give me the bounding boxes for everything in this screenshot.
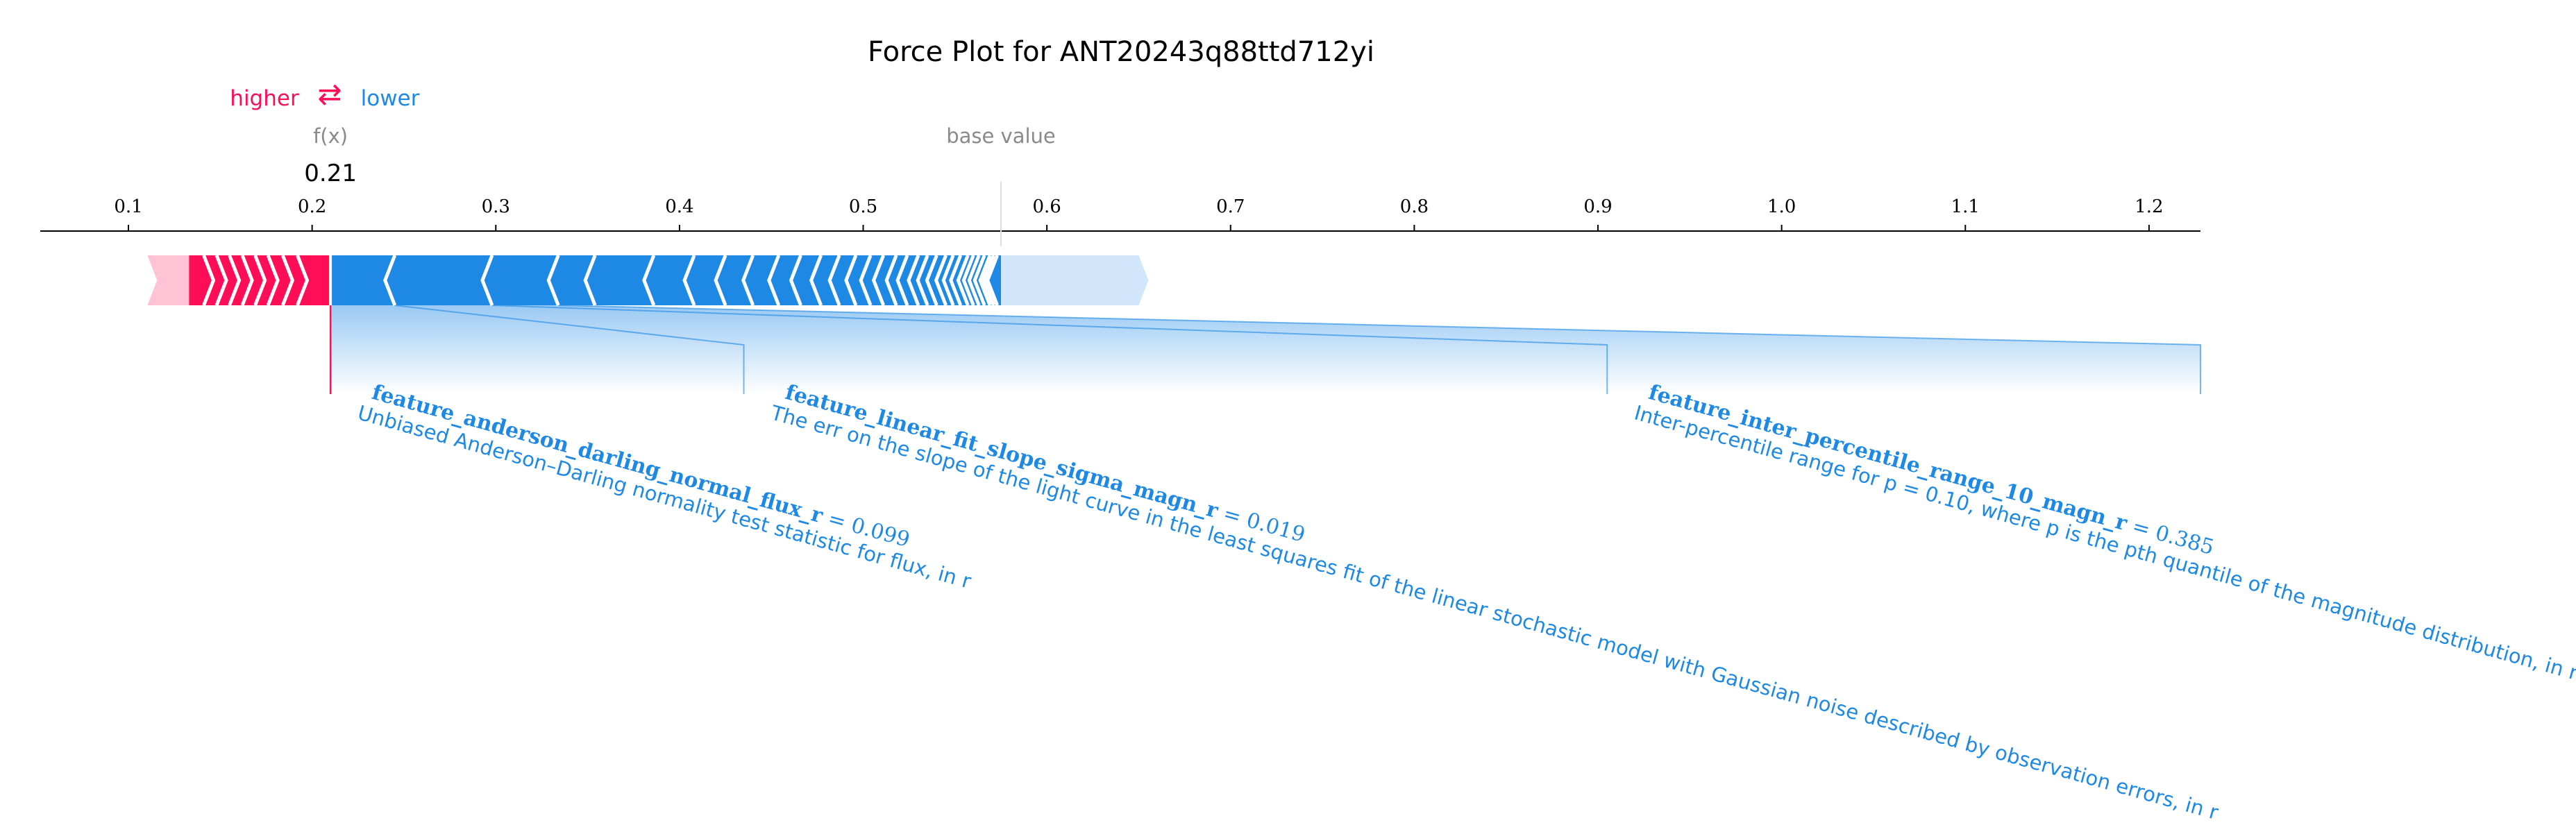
chart-title: Force Plot for ANT20243q88ttd712yi: [868, 36, 1374, 68]
output-value: 0.21: [304, 160, 357, 187]
feature-link-area: [394, 305, 1608, 394]
negative-force-segment: [330, 255, 395, 305]
x-tick-label: 1.0: [1767, 196, 1796, 217]
segment-divider: [546, 255, 560, 306]
feature-links: [330, 305, 2201, 394]
segment-divider: [934, 255, 948, 306]
negative-force-segment: [684, 255, 726, 305]
x-tick-label: 1.2: [2135, 196, 2163, 217]
negative-force-segment: [643, 255, 695, 305]
segment-divider: [895, 255, 909, 306]
segment-divider: [978, 255, 992, 306]
x-tick-label: 1.1: [1951, 196, 1980, 217]
negative-force-segment: [943, 255, 961, 305]
feature-labels: feature_anderson_darling_normal_flux_r =…: [355, 380, 2576, 824]
x-tick-label: 0.4: [665, 196, 693, 217]
x-tick-label: 0.6: [1032, 196, 1061, 217]
negative-force-segment: [768, 255, 801, 305]
x-tick-label: 0.2: [298, 196, 326, 217]
segment-divider: [383, 255, 397, 306]
segment-divider: [202, 255, 216, 306]
segment-divider: [907, 255, 920, 306]
segment-divider: [741, 255, 755, 306]
feature-link-area: [330, 305, 744, 394]
negative-force-segment: [716, 255, 753, 305]
negative-force-segment: [987, 255, 1001, 305]
x-tick-label: 0.8: [1400, 196, 1429, 217]
feature-name: feature_linear_fit_slope_sigma_magn_r: [782, 380, 1221, 523]
segment-divider: [642, 255, 656, 306]
feature-link-area: [491, 305, 2201, 394]
segment-divider: [827, 255, 841, 306]
segment-divider: [884, 255, 898, 306]
negative-force-segment: [585, 255, 654, 305]
segment-divider: [280, 255, 294, 306]
segment-divider: [767, 255, 781, 306]
x-tick-label: 0.5: [849, 196, 877, 217]
segment-divider: [214, 255, 228, 306]
negative-force-segment: [908, 255, 928, 305]
x-tick-label: 0.1: [114, 196, 142, 217]
segment-divider: [941, 255, 955, 306]
feature-link-line: [558, 305, 2201, 394]
segment-divider: [961, 255, 975, 306]
legend-lower: lower: [361, 86, 420, 111]
negative-force-segment: [936, 255, 954, 305]
segment-divider: [982, 255, 995, 306]
legend-arrow-icon: ⇄: [317, 77, 342, 111]
segment-divider: [925, 255, 938, 306]
negative-force-segment: [743, 255, 779, 305]
positive-force-segment: [297, 255, 331, 305]
x-tick-label: 0.3: [482, 196, 510, 217]
feature-description: The err on the slope of the light curve …: [768, 400, 2221, 824]
feature-description: Inter-percentile range for p = 0.10, whe…: [1632, 401, 2576, 685]
segment-divider: [253, 255, 267, 306]
segment-divider: [296, 255, 310, 306]
segment-divider: [973, 255, 986, 306]
segment-divider: [871, 255, 885, 306]
negative-force-segment: [918, 255, 937, 305]
negative-force-segment: [548, 255, 596, 305]
segment-divider: [682, 255, 696, 306]
segment-divider: [956, 255, 970, 306]
legend-higher: higher: [230, 86, 299, 111]
feature-name-label: feature_inter_percentile_range_10_magn_r…: [1646, 380, 2216, 560]
feature-name: feature_anderson_darling_normal_flux_r: [369, 380, 826, 529]
x-tick-label: 0.9: [1583, 196, 1612, 217]
segment-divider: [789, 255, 802, 306]
x-tick-label: 0.7: [1216, 196, 1245, 217]
x-axis: 0.1 0.2 0.3 0.4 0.5 0.6 0.7 0.8 0.9 1.0 1.1 1.2: [40, 182, 2200, 246]
segment-divider: [949, 255, 963, 306]
segment-divider: [967, 255, 981, 306]
negative-light-tail: [973, 255, 1149, 305]
negative-force-segment: [927, 255, 946, 305]
negative-force-segment: [811, 255, 840, 305]
segment-divider: [859, 255, 873, 306]
segment-divider: [714, 255, 727, 306]
segment-divider: [809, 255, 823, 306]
feature-name: feature_inter_percentile_range_10_magn_r: [1646, 380, 2130, 536]
negative-force-segment: [482, 255, 559, 305]
feature-label: feature_inter_percentile_range_10_magn_r…: [1632, 380, 2576, 685]
negative-force-segment: [385, 255, 492, 305]
segment-divider: [986, 255, 1000, 306]
base-value-label: base value: [946, 124, 1056, 148]
output-label: f(x): [313, 124, 348, 148]
segment-divider: [916, 255, 929, 306]
segment-divider: [266, 255, 280, 306]
segment-divider: [480, 255, 494, 306]
segment-divider: [844, 255, 858, 306]
segment-divider: [240, 255, 254, 306]
negative-force-segment: [791, 255, 821, 305]
segment-divider: [583, 255, 597, 306]
negative-force-segment: [950, 255, 968, 305]
feature-label: feature_linear_fit_slope_sigma_magn_r = …: [768, 380, 2221, 824]
force-bars: [147, 255, 1149, 394]
segment-divider: [228, 255, 242, 306]
